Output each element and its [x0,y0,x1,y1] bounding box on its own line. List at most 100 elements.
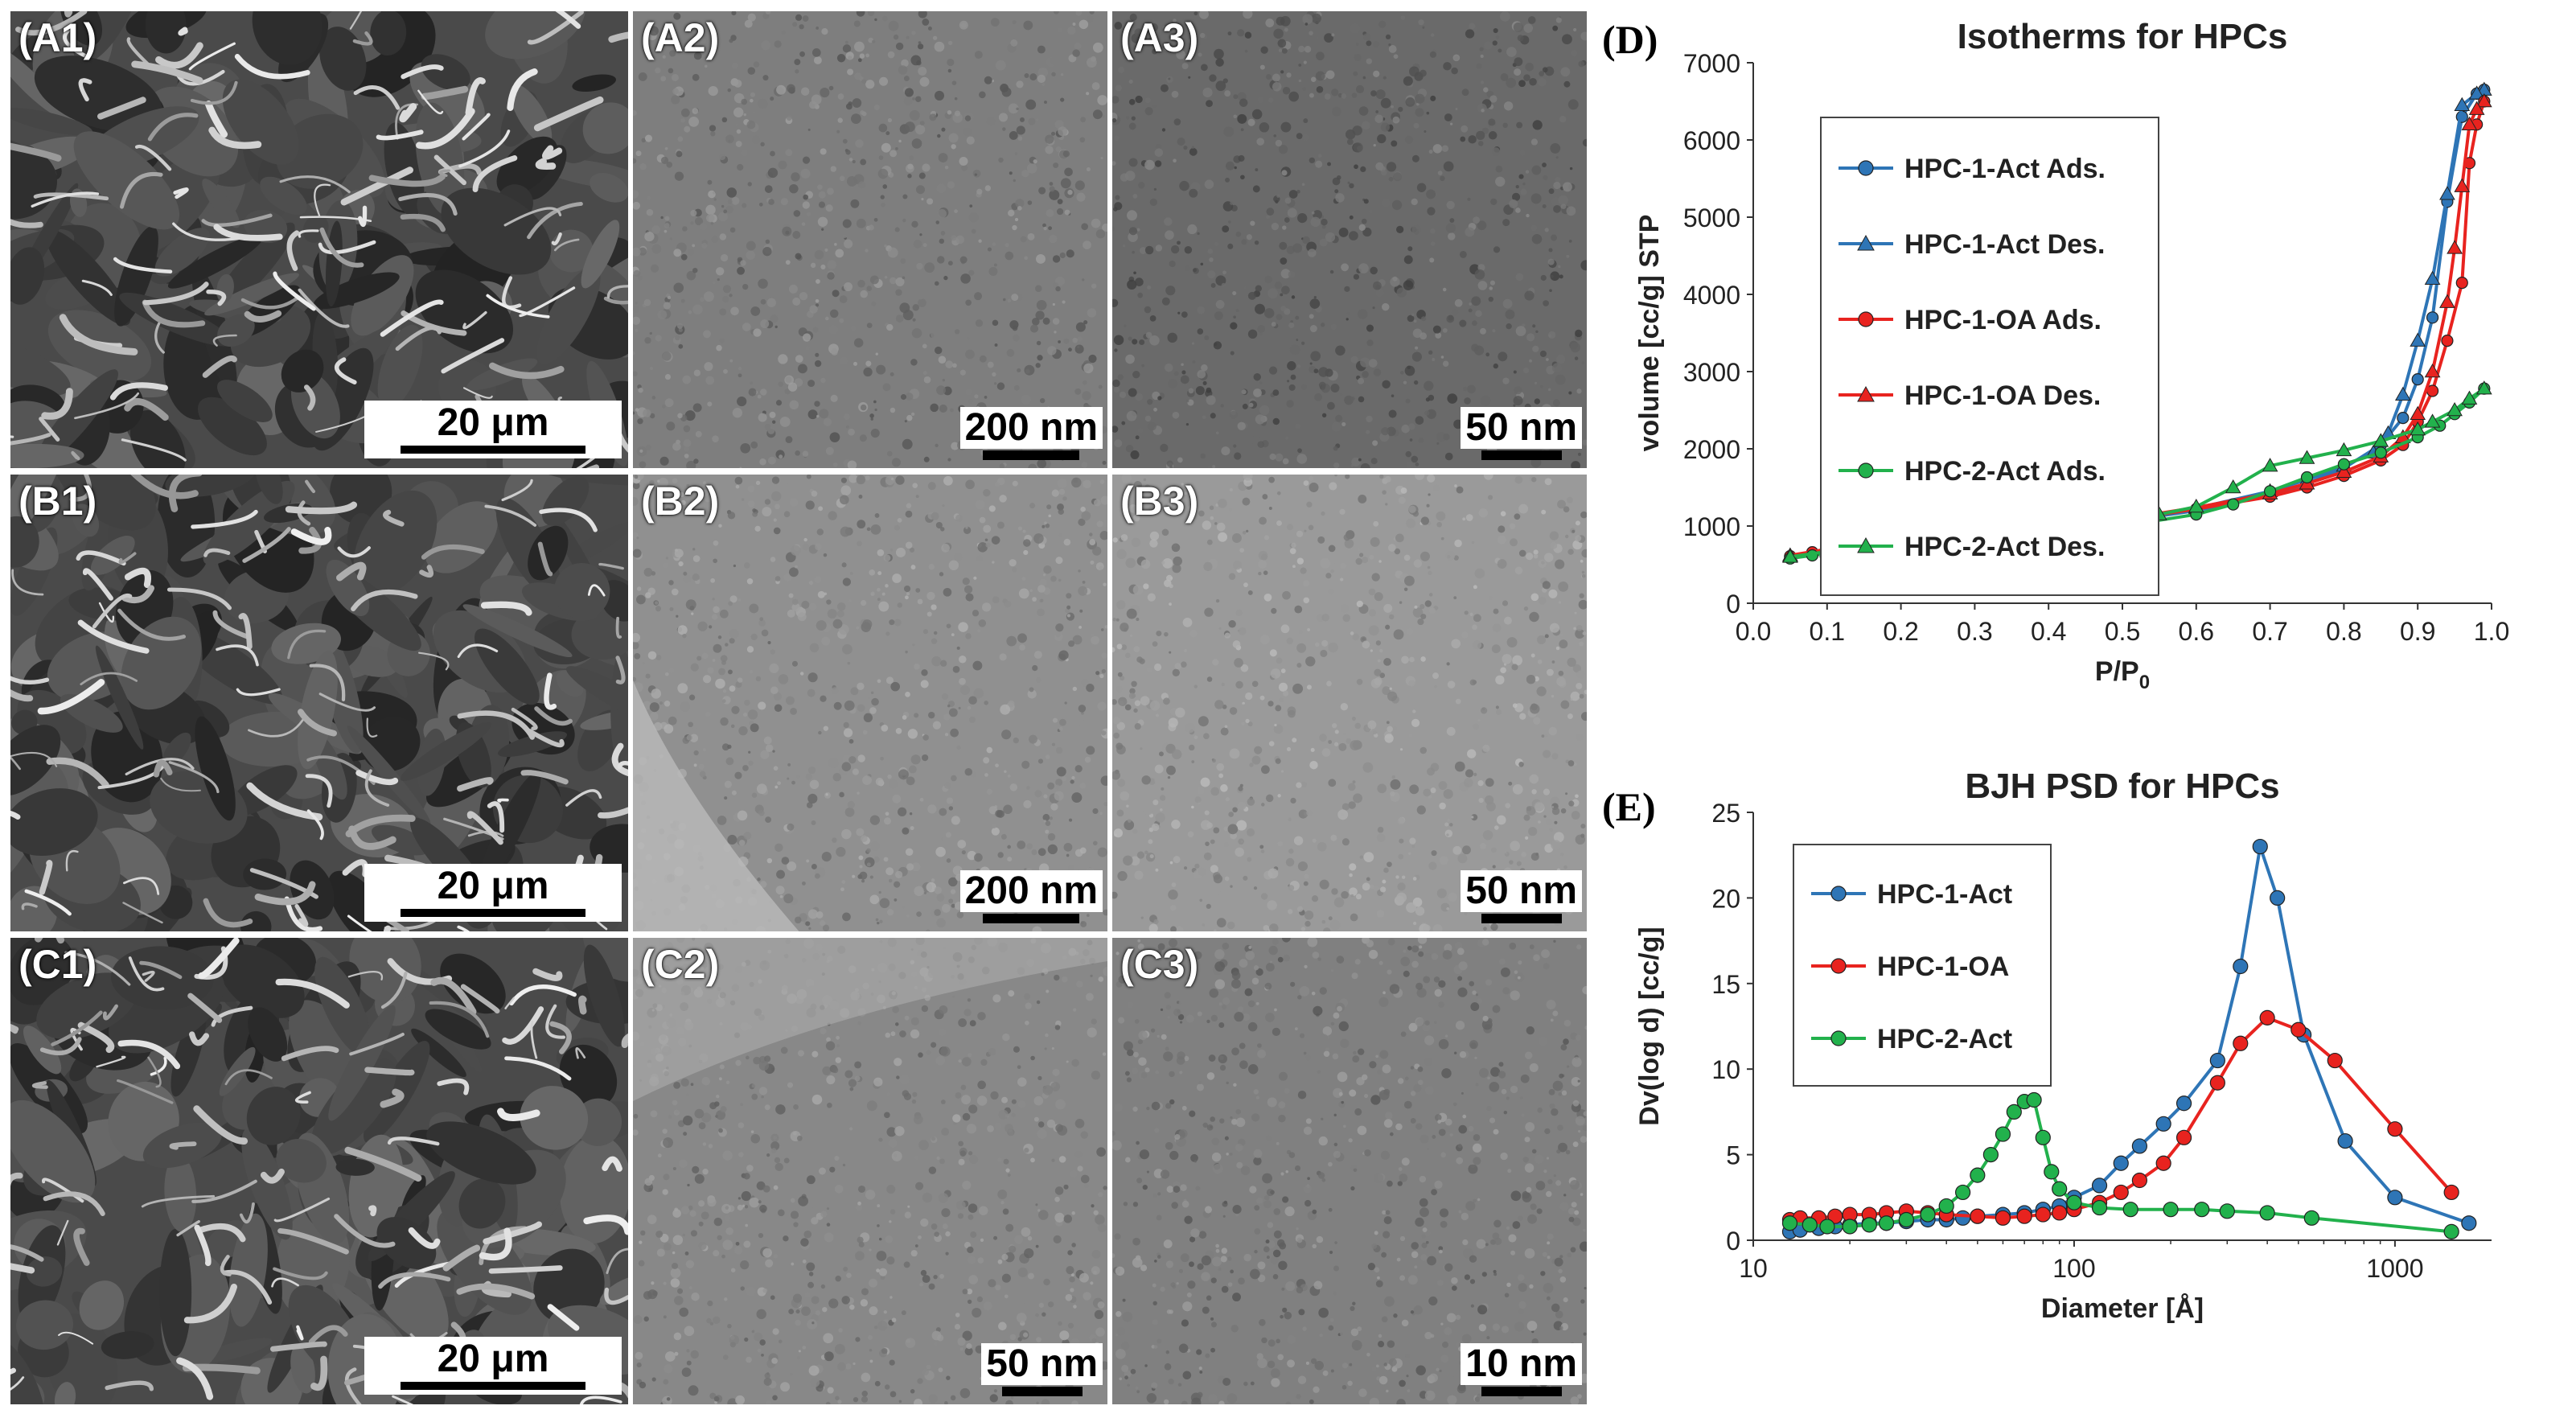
series-line [1789,1016,2453,1222]
legend-marker [1830,958,1847,974]
scale-bar-label: 20 μm [437,401,549,444]
micrograph-texture [1112,938,1587,1404]
y-tick-label: 0 [1726,1227,1740,1256]
data-point [2016,1208,2032,1224]
data-point [2447,240,2463,254]
data-point [2397,412,2410,425]
micrograph-texture [10,11,628,468]
legend-entry: HPC-1-OA [1877,951,2009,982]
data-point [1938,1198,1954,1215]
data-point [2410,421,2426,436]
data-point [2336,442,2352,457]
data-point [2225,479,2241,494]
data-point [2327,1052,2343,1069]
data-point [1970,1208,1986,1224]
data-point [2194,1202,2210,1218]
scale-bar: 50 nm [1461,870,1582,923]
micrograph-label: (B2) [641,479,720,524]
data-point [2394,386,2411,401]
data-point [2066,1194,2082,1210]
data-point [2155,1116,2171,1132]
isotherm-chart: Isotherms for HPCs 0 1000 2000 3000 4000 5000 6… [1634,17,2509,693]
scale-bar-label: 20 μm [437,865,549,907]
legend-entry: HPC-2-Act Ads. [1904,456,2106,487]
y-tick-label: 5000 [1683,203,1740,232]
y-tick-label: 4000 [1683,281,1740,310]
x-axis-label: Diameter [Å] [2041,1293,2204,1324]
chart-title: Isotherms for HPCs [1958,17,2288,56]
data-point [2468,101,2485,115]
y-axis-label: volume [cc/g] STP [1634,215,1665,452]
scale-bar-line [1481,1387,1562,1396]
scale-bar-line [401,446,585,454]
data-point [2336,463,2352,479]
scale-bar: 50 nm [981,1343,1103,1396]
bjh-psd-chart: BJH PSD for HPCs 0 5 10 15 20 25 10 100 1000 Diame… [1634,767,2492,1324]
data-point [2219,1203,2235,1219]
data-point [2299,450,2315,464]
data-point [2044,1164,2060,1180]
micrograph-texture [633,11,1107,468]
data-point [2439,294,2455,308]
data-point [1782,549,1798,563]
data-point [2410,332,2426,347]
data-point [2424,413,2441,428]
x-tick-label: 0.8 [2326,617,2361,646]
data-point [1842,1219,1858,1235]
data-point [2131,1172,2147,1189]
x-tick-label: 0.7 [2252,617,2287,646]
y-tick-label: 10 [1711,1055,1740,1084]
scale-bar: 200 nm [959,870,1103,923]
data-point [2468,85,2485,100]
x-tick-label: 0.4 [2031,617,2066,646]
data-point [1970,1167,1986,1183]
data-point [2233,1035,2249,1051]
data-point [2026,1091,2042,1108]
data-point [2122,1202,2138,1218]
x-tick-label: 0.3 [1957,617,1992,646]
data-point [1920,1206,1936,1223]
scale-bar-label: 50 nm [1461,407,1582,449]
legend-marker [1858,311,1874,327]
data-point [1982,1147,1999,1163]
tem-image-b3: (B3) 50 nm [1112,475,1587,931]
scale-bar-line [401,909,585,917]
micrograph-label: (C2) [641,942,720,987]
legend-marker [1830,1030,1847,1046]
legend-entry: HPC-1-Act Des. [1904,229,2105,260]
data-point [2443,1223,2459,1239]
tem-image-a3: (A3) 50 nm [1112,11,1587,468]
data-point [2188,498,2204,513]
x-tick-label: 0.5 [2105,617,2140,646]
data-point [2461,116,2478,131]
scale-bar-label: 200 nm [959,407,1103,449]
data-point [2163,1202,2179,1218]
data-point [2441,335,2454,347]
legend-marker [1857,536,1875,553]
legend-marker [1858,160,1874,176]
legend: HPC-1-Act HPC-1-OA HPC-2-Act [1793,844,2052,1087]
panel-label-d: (D) [1602,17,1658,62]
data-point [2475,92,2492,108]
scale-bar: 20 μm [364,1337,622,1395]
x-tick-label: 0.1 [1810,617,1845,646]
legend-entry: HPC-1-OA Ads. [1904,305,2101,335]
data-point [2461,390,2478,405]
data-point [2387,1121,2403,1137]
data-point [2337,458,2351,471]
data-point [1898,1211,1914,1228]
tem-image-a2: (A2) 200 nm [633,11,1107,468]
legend-entry: HPC-1-Act [1877,879,2012,910]
data-point [2461,1215,2477,1231]
data-point [1955,1210,1971,1226]
data-point [2424,363,2441,378]
data-point [1819,1219,1835,1235]
y-tick-label: 15 [1711,970,1740,999]
scale-bar-line [1481,450,1562,460]
data-point [2052,1181,2068,1197]
x-axis-label: P/P0 [2095,656,2150,693]
data-point [1955,1184,1971,1201]
scale-bar: 10 nm [1461,1343,1582,1396]
data-point [1781,1215,1798,1231]
micrograph-texture [10,475,628,931]
